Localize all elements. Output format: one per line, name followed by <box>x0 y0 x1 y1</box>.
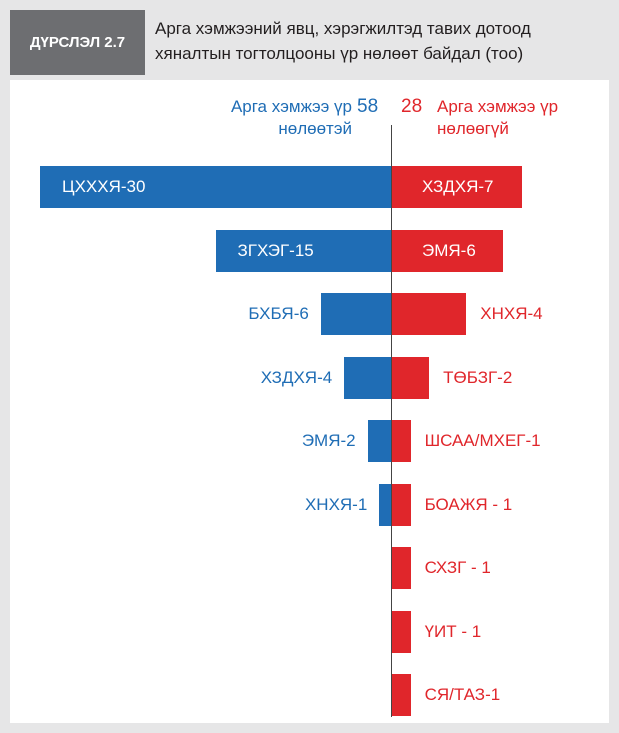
bar-label: ХНХЯ-4 <box>480 304 543 323</box>
bar <box>367 420 391 462</box>
bar-label: ХЗДХЯ-4 <box>260 367 333 387</box>
bar-label: ЗГХЭГ-15 <box>237 240 314 260</box>
chart-title: Арга хэмжээний явц, хэрэгжилтэд тавих до… <box>155 19 531 63</box>
bar-label: СЯ/ТАЗ-1 <box>424 685 501 704</box>
bar-label: ТӨБЗГ-2 <box>443 367 513 387</box>
legend-total: 28 <box>401 96 423 117</box>
bar-label: ЭМЯ-6 <box>422 240 476 260</box>
bar <box>344 356 391 399</box>
center-line <box>391 125 392 717</box>
bar-label: ҮИТ - 1 <box>424 621 482 641</box>
bar <box>392 166 522 208</box>
bar-label: БХБЯ-6 <box>248 304 309 323</box>
bar-label: ШСАА/МХЕГ-1 <box>424 431 541 450</box>
bar <box>392 547 411 589</box>
bar-label: ХНХЯ-1 <box>304 494 368 514</box>
legend-name: Арга хэмжээ үр нөлөөгүй <box>437 97 559 138</box>
bar-label: ХЗДХЯ-7 <box>422 177 494 196</box>
bar-label: БОАЖЯ - 1 <box>424 494 513 514</box>
legend-total: 58 <box>357 96 379 117</box>
bar <box>392 610 411 653</box>
bar <box>320 293 391 335</box>
bar <box>392 420 411 462</box>
bar <box>392 293 467 335</box>
bar <box>392 356 430 399</box>
bar-label: ЭМЯ-2 <box>301 431 356 450</box>
bar <box>392 674 411 716</box>
bar-label: СХЗГ - 1 <box>424 558 491 577</box>
figure-label: ДҮРСЛЭЛ 2.7 <box>10 10 145 75</box>
bar <box>379 483 391 526</box>
legend-name: Арга хэмжээ үр нөлөөтэй <box>230 97 352 138</box>
bar-label: ЦХХХЯ-30 <box>62 177 146 196</box>
bar <box>392 483 411 526</box>
bar <box>40 166 391 208</box>
bar <box>215 229 391 272</box>
bar <box>392 229 504 272</box>
